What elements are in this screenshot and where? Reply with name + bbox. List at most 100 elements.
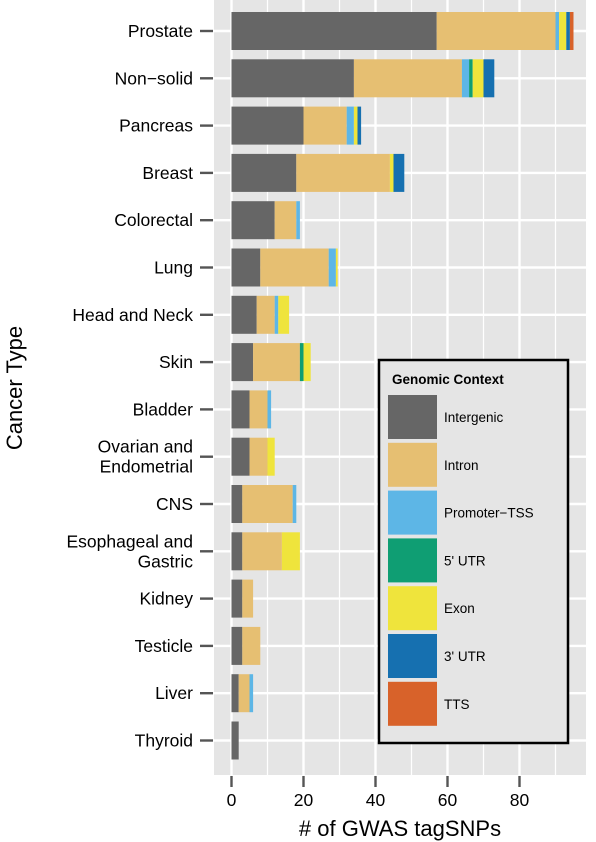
bar-segment-exon [389,153,394,192]
category-label: Prostate [128,21,193,41]
bar-segment-intergenic [231,485,243,523]
legend-key [388,395,437,439]
bar-segment-promoter-tss [267,390,272,429]
category-label: Thyroid [135,731,193,751]
bar-segment-intron [242,532,282,571]
bar-segment-intron [353,59,462,98]
bar-segment-intergenic [231,437,250,476]
bar-segment-intergenic [231,59,354,98]
bar-segment-exon [559,12,567,50]
legend-key [388,681,437,726]
legend-key [388,490,437,535]
bar-segment-intron [249,390,268,429]
legend-label: 3' UTR [444,649,486,664]
bar-segment-intergenic [231,248,261,287]
bar-segment-exon [353,106,358,145]
category-label: Kidney [139,589,193,609]
bar-segment-exon [278,295,290,334]
bar-segment-intergenic [231,201,275,240]
category-label: Liver [155,683,193,703]
bar-segment-intergenic [231,12,437,50]
bar-segment-intergenic [231,153,297,192]
bar-segment-intergenic [231,532,243,571]
legend: Genomic Context Intergenic Intron Promoter… [377,358,570,745]
legend-key [388,586,437,631]
category-label: Bladder [133,399,193,419]
bar-segment-intergenic [231,390,250,429]
bar-segment-promoter-tss [274,295,279,334]
bar-segment-promoter-tss [249,674,254,713]
legend-label: Intergenic [444,410,504,425]
category-label: Skin [159,352,193,372]
bar-segment-intergenic [231,674,239,713]
legend-title: Genomic Context [392,372,504,387]
bar-segment-promoter-tss [346,106,354,145]
legend-label: 5' UTR [444,553,486,568]
y-axis: Prostate Non−solid Pancreas Breast Colorecta… [67,21,213,751]
bar-segment-tts [569,12,574,50]
x-tick-label: 20 [294,790,314,810]
category-label: CNS [156,494,193,514]
bar-segment-intron [296,153,390,192]
bar-segment-promoter-tss [292,485,297,523]
bar-segment-intron [303,106,347,145]
bar-segment-3-utr [483,59,495,98]
legend-key [388,538,437,583]
x-tick-label: 0 [227,790,237,810]
bar-segment-5-utr [469,59,473,98]
legend-key [388,634,437,678]
bar-segment-intron [274,201,297,240]
bar-segment-intergenic [231,295,257,334]
x-tick-label: 40 [366,790,386,810]
bar-segment-5-utr [299,343,304,382]
bar-segment-exon [281,532,300,571]
bar-segment-intron [242,579,254,618]
bar-segment-intergenic [231,721,239,760]
bar-segment-promoter-tss [555,12,560,50]
x-axis: 0 20 40 60 80 [227,776,530,810]
bar-segment-intron [242,626,261,665]
bar-segment-3-utr [393,153,405,192]
bar-segment-promoter-tss [328,248,336,287]
bar-segment-intron [260,248,329,287]
category-label: Non−solid [115,68,193,88]
bar-segment-3-utr [357,106,362,145]
bar-segment-intergenic [231,579,243,618]
y-axis-title: Cancer Type [2,326,27,450]
category-label: Esophageal and [67,531,194,551]
category-label: Ovarian and [98,437,193,457]
x-tick-label: 80 [510,790,530,810]
bar-segment-promoter-tss [461,59,470,98]
legend-label: Exon [444,601,475,616]
bar-segment-intron [242,485,293,523]
x-axis-title: # of GWAS tagSNPs [299,816,501,841]
bar-segment-intron [256,295,275,334]
x-tick-label: 60 [438,790,458,810]
category-label: Endometrial [100,457,193,477]
category-label: Gastric [138,551,194,571]
bar-segment-intron [249,437,268,476]
category-label: Pancreas [119,116,193,136]
bar-segment-intergenic [231,626,243,665]
category-label: Lung [154,258,193,278]
category-label: Testicle [135,636,193,656]
legend-label: Intron [444,458,479,473]
bar-segment-intron [238,674,250,713]
bar-segment-exon [335,248,338,287]
legend-key [388,442,437,487]
category-label: Head and Neck [72,305,193,325]
bar-segment-intron [436,12,556,50]
bar-segment-3-utr [566,12,570,50]
bar-segment-exon [303,343,311,382]
bar-segment-exon [267,437,275,476]
bar-segment-intergenic [231,343,254,382]
legend-label: TTS [444,697,470,712]
bar-segment-intron [253,343,300,382]
category-label: Colorectal [114,210,193,230]
bar-segment-exon [472,59,484,98]
bars [231,12,574,760]
legend-label: Promoter−TSS [444,506,534,521]
category-label: Breast [142,163,193,183]
bar-segment-promoter-tss [296,201,300,240]
